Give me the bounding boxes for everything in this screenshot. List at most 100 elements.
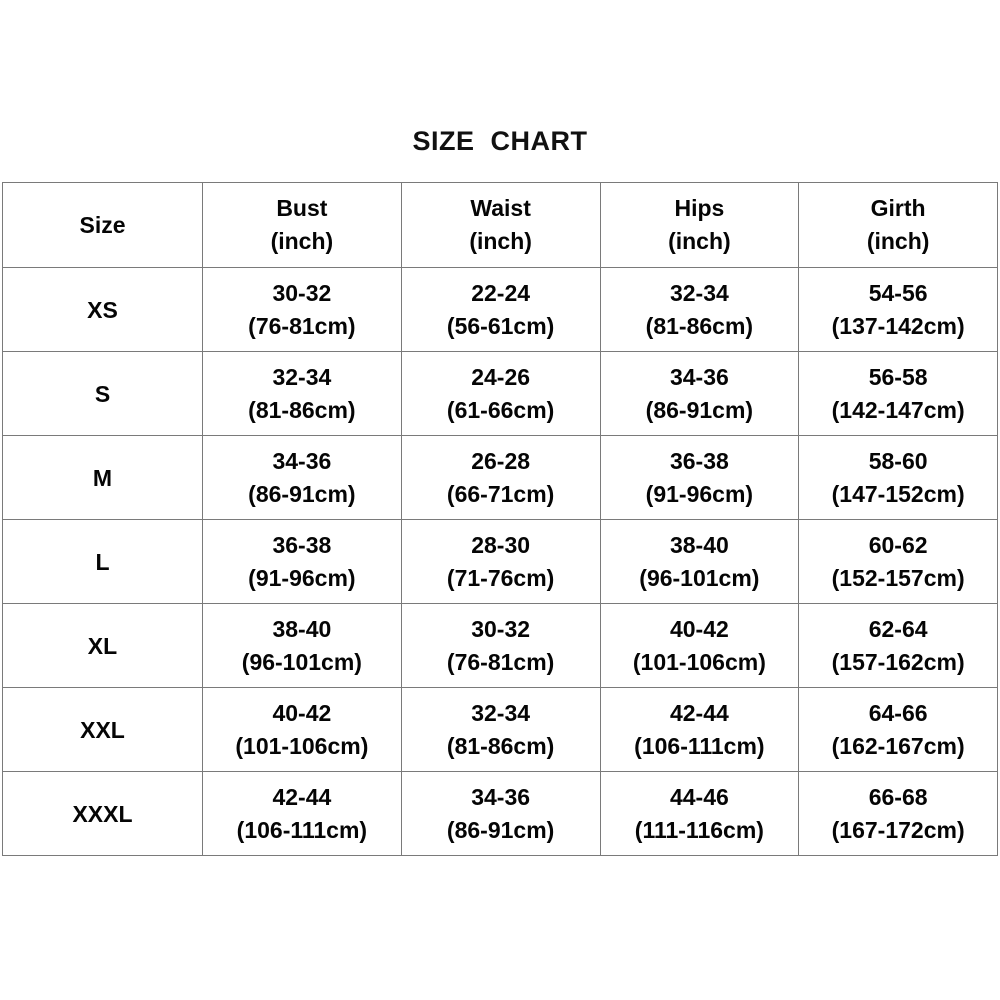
cell-girth: 56-58 (142-147cm) (798, 351, 998, 436)
cell-size: XL (2, 603, 203, 688)
waist-cm: (61-66cm) (446, 396, 555, 423)
cell-girth: 62-64 (157-162cm) (798, 603, 998, 688)
girth-cm: (147-152cm) (831, 480, 965, 507)
waist-inch: 22-24 (471, 279, 531, 306)
hips-cm: (86-91cm) (645, 396, 754, 423)
size-label: XL (87, 632, 118, 659)
cell-hips: 42-44 (106-111cm) (599, 687, 800, 772)
waist-cm: (81-86cm) (446, 732, 555, 759)
column-header-waist-label: Waist (470, 195, 531, 221)
cell-girth: 60-62 (152-157cm) (798, 519, 998, 604)
hips-cm: (81-86cm) (645, 312, 754, 339)
hips-inch: 42-44 (669, 699, 729, 726)
cell-hips: 32-34 (81-86cm) (599, 267, 800, 352)
hips-inch: 38-40 (669, 531, 729, 558)
cell-size: L (2, 519, 203, 604)
column-header-bust-unit: (inch) (270, 228, 334, 254)
girth-cm: (142-147cm) (831, 396, 965, 423)
girth-cm: (162-167cm) (831, 732, 965, 759)
bust-inch: 38-40 (272, 615, 332, 642)
cell-hips: 34-36 (86-91cm) (599, 351, 800, 436)
cell-bust: 34-36 (86-91cm) (202, 435, 402, 520)
table-row: M 34-36 (86-91cm) 26-28 (66-71cm) (2, 435, 998, 520)
waist-cm: (56-61cm) (446, 312, 555, 339)
cell-girth: 58-60 (147-152cm) (798, 435, 998, 520)
cell-hips: 40-42 (101-106cm) (599, 603, 800, 688)
bust-inch: 42-44 (272, 783, 332, 810)
column-header-hips-label: Hips (674, 195, 725, 221)
bust-inch: 32-34 (272, 363, 332, 390)
table-header-row: Size Bust (inch) Waist (inch) (2, 182, 998, 268)
waist-cm: (66-71cm) (446, 480, 555, 507)
cell-bust: 42-44 (106-111cm) (202, 771, 402, 856)
cell-bust: 36-38 (91-96cm) (202, 519, 402, 604)
girth-inch: 56-58 (868, 363, 928, 390)
cell-bust: 38-40 (96-101cm) (202, 603, 402, 688)
cell-girth: 54-56 (137-142cm) (798, 267, 998, 352)
size-label: L (95, 548, 110, 575)
cell-waist: 32-34 (81-86cm) (400, 687, 601, 772)
hips-cm: (101-106cm) (632, 648, 766, 675)
column-header-size-label: Size (79, 211, 126, 238)
bust-cm: (101-106cm) (235, 732, 369, 759)
hips-cm: (106-111cm) (634, 732, 765, 759)
bust-inch: 30-32 (272, 279, 332, 306)
cell-hips: 36-38 (91-96cm) (599, 435, 800, 520)
table-row: XS 30-32 (76-81cm) 22-24 (56-61cm) (2, 267, 998, 352)
hips-inch: 36-38 (669, 447, 729, 474)
hips-inch: 40-42 (669, 615, 729, 642)
waist-cm: (86-91cm) (446, 816, 555, 843)
hips-inch: 34-36 (669, 363, 729, 390)
hips-cm: (91-96cm) (645, 480, 754, 507)
size-label: XXXL (72, 800, 133, 827)
size-label: XXL (80, 716, 125, 743)
girth-inch: 60-62 (868, 531, 928, 558)
bust-inch: 34-36 (272, 447, 332, 474)
waist-inch: 28-30 (471, 531, 531, 558)
column-header-girth-unit: (inch) (866, 228, 930, 254)
column-header-girth-label: Girth (870, 195, 926, 221)
bust-cm: (91-96cm) (248, 564, 356, 591)
waist-inch: 30-32 (471, 615, 531, 642)
table-row: XXXL 42-44 (106-111cm) 34-36 (86-91cm) (2, 771, 998, 856)
waist-inch: 32-34 (471, 699, 531, 726)
girth-cm: (137-142cm) (831, 312, 965, 339)
column-header-size: Size (2, 182, 203, 268)
bust-cm: (76-81cm) (248, 312, 356, 339)
girth-inch: 66-68 (868, 783, 928, 810)
cell-size: XS (2, 267, 203, 352)
cell-waist: 26-28 (66-71cm) (400, 435, 601, 520)
column-header-girth: Girth (inch) (798, 182, 998, 268)
table-row: L 36-38 (91-96cm) 28-30 (71-76cm) (2, 519, 998, 604)
girth-cm: (167-172cm) (831, 816, 965, 843)
waist-inch: 24-26 (471, 363, 531, 390)
cell-bust: 40-42 (101-106cm) (202, 687, 402, 772)
cell-hips: 44-46 (111-116cm) (599, 771, 800, 856)
cell-size: XXXL (2, 771, 203, 856)
size-chart-table: Size Bust (inch) Waist (inch) (2, 182, 998, 856)
column-header-bust: Bust (inch) (202, 182, 402, 268)
table-row: S 32-34 (81-86cm) 24-26 (61-66cm) (2, 351, 998, 436)
hips-cm: (111-116cm) (634, 816, 764, 843)
hips-inch: 32-34 (669, 279, 729, 306)
waist-cm: (71-76cm) (446, 564, 555, 591)
cell-waist: 30-32 (76-81cm) (400, 603, 601, 688)
girth-inch: 64-66 (868, 699, 928, 726)
hips-inch: 44-46 (669, 783, 729, 810)
size-label: XS (87, 296, 118, 323)
table-row: XL 38-40 (96-101cm) 30-32 (76-81cm) (2, 603, 998, 688)
cell-waist: 34-36 (86-91cm) (400, 771, 601, 856)
girth-cm: (157-162cm) (831, 648, 965, 675)
girth-cm: (152-157cm) (831, 564, 965, 591)
girth-inch: 54-56 (868, 279, 928, 306)
column-header-hips-unit: (inch) (668, 228, 731, 254)
waist-inch: 34-36 (471, 783, 531, 810)
cell-waist: 28-30 (71-76cm) (400, 519, 601, 604)
waist-cm: (76-81cm) (446, 648, 555, 675)
cell-waist: 24-26 (61-66cm) (400, 351, 601, 436)
girth-inch: 58-60 (868, 447, 928, 474)
bust-cm: (81-86cm) (248, 396, 356, 423)
bust-cm: (86-91cm) (248, 480, 356, 507)
page-title: SIZE CHART (412, 126, 588, 156)
bust-inch: 40-42 (272, 699, 332, 726)
